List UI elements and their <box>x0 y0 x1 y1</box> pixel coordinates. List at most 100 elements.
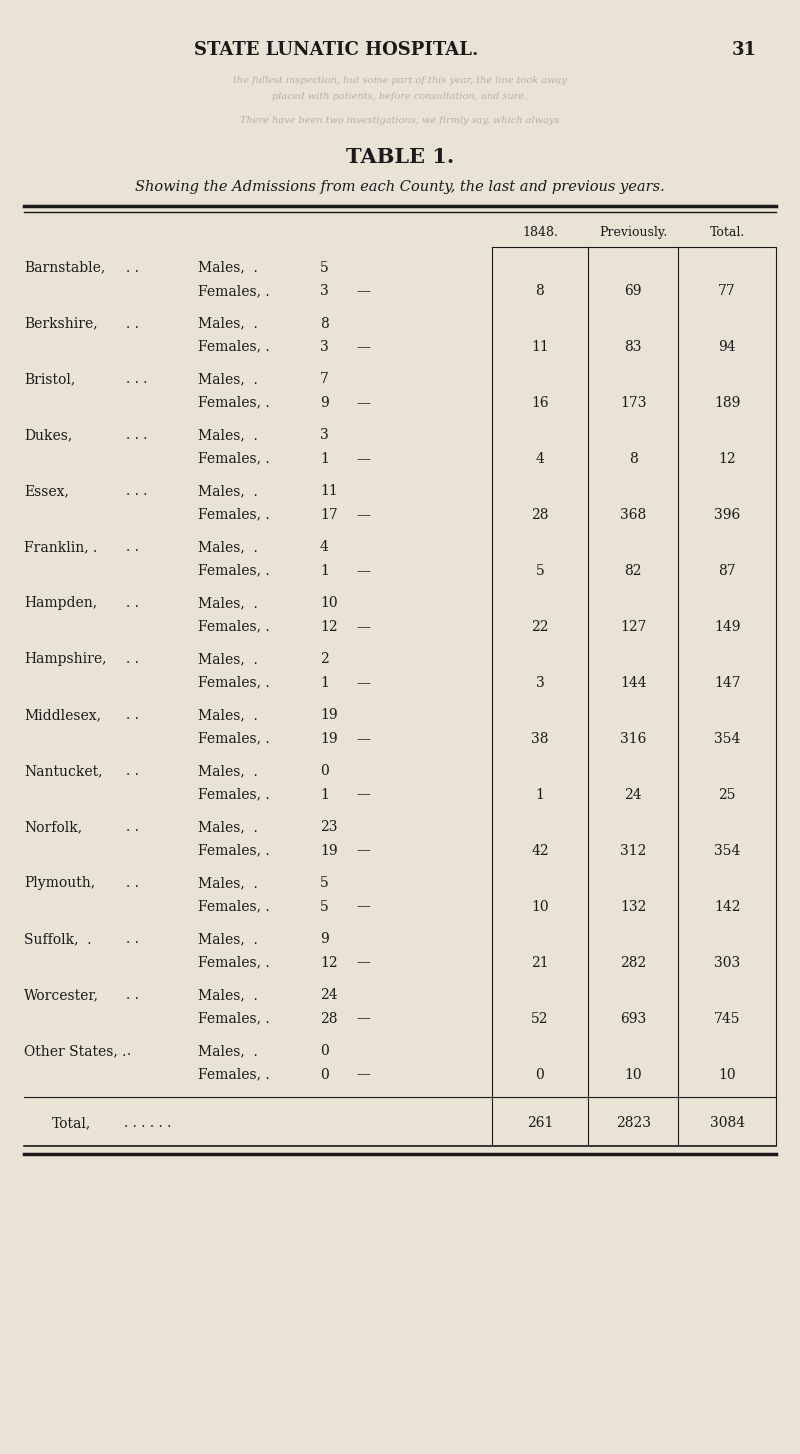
Text: . .: . . <box>126 596 139 611</box>
Text: Females, .: Females, . <box>198 955 270 970</box>
Text: 8: 8 <box>320 317 329 330</box>
Text: 10: 10 <box>320 596 338 611</box>
Text: . .: . . <box>126 989 139 1002</box>
Text: 3: 3 <box>320 284 329 298</box>
Text: Showing the Admissions from each County, the last and previous years.: Showing the Admissions from each County,… <box>135 180 665 195</box>
Text: . . .: . . . <box>126 372 148 387</box>
Text: 25: 25 <box>718 788 736 801</box>
Text: . .: . . <box>126 932 139 947</box>
Text: Hampden,: Hampden, <box>24 596 97 611</box>
Text: 2: 2 <box>320 653 329 666</box>
Text: Dukes,: Dukes, <box>24 429 72 442</box>
Text: Plymouth,: Plymouth, <box>24 877 95 890</box>
Text: 38: 38 <box>531 731 549 746</box>
Text: 3: 3 <box>320 429 329 442</box>
Text: STATE LUNATIC HOSPITAL.: STATE LUNATIC HOSPITAL. <box>194 41 478 58</box>
Text: 282: 282 <box>620 955 646 970</box>
Text: 147: 147 <box>714 676 741 689</box>
Text: . . .: . . . <box>126 429 148 442</box>
Text: 5: 5 <box>320 877 329 890</box>
Text: placed with patients, before consultation, and sure.: placed with patients, before consultatio… <box>272 92 528 100</box>
Text: 4: 4 <box>535 452 545 465</box>
Text: 10: 10 <box>531 900 549 913</box>
Text: 23: 23 <box>320 820 338 835</box>
Text: 396: 396 <box>714 507 740 522</box>
Text: 368: 368 <box>620 507 646 522</box>
Text: 4: 4 <box>320 541 329 554</box>
Text: Males,  .: Males, . <box>198 317 258 330</box>
Text: Bristol,: Bristol, <box>24 372 75 387</box>
Text: 31: 31 <box>731 41 757 58</box>
Text: 10: 10 <box>624 1067 642 1082</box>
Text: Males,  .: Males, . <box>198 877 258 890</box>
Text: 1: 1 <box>320 564 329 577</box>
Text: —: — <box>356 1012 370 1025</box>
Text: 12: 12 <box>320 955 338 970</box>
Text: Males,  .: Males, . <box>198 429 258 442</box>
Text: 142: 142 <box>714 900 741 913</box>
Text: 1: 1 <box>320 452 329 465</box>
Text: Worcester,: Worcester, <box>24 989 99 1002</box>
Text: 19: 19 <box>320 731 338 746</box>
Text: Berkshire,: Berkshire, <box>24 317 98 330</box>
Text: 745: 745 <box>714 1012 741 1025</box>
Text: 87: 87 <box>718 564 736 577</box>
Text: 7: 7 <box>320 372 329 387</box>
Text: —: — <box>356 619 370 634</box>
Text: 16: 16 <box>531 395 549 410</box>
Text: Males,  .: Males, . <box>198 541 258 554</box>
Text: 354: 354 <box>714 843 740 858</box>
Text: TABLE 1.: TABLE 1. <box>346 147 454 167</box>
Text: Females, .: Females, . <box>198 900 270 913</box>
Text: Females, .: Females, . <box>198 1067 270 1082</box>
Text: Franklin, .: Franklin, . <box>24 541 98 554</box>
Text: 77: 77 <box>718 284 736 298</box>
Text: . .: . . <box>126 877 139 890</box>
Text: 149: 149 <box>714 619 741 634</box>
Text: Essex,: Essex, <box>24 484 69 499</box>
Text: Males,  .: Males, . <box>198 596 258 611</box>
Text: 21: 21 <box>531 955 549 970</box>
Text: —: — <box>356 676 370 689</box>
Text: Suffolk,  .: Suffolk, . <box>24 932 91 947</box>
Text: the fullest inspection, but some part of this year, the line took away: the fullest inspection, but some part of… <box>233 76 567 84</box>
Text: 316: 316 <box>620 731 646 746</box>
Text: 5: 5 <box>536 564 544 577</box>
Text: 17: 17 <box>320 507 338 522</box>
Text: 12: 12 <box>718 452 736 465</box>
Text: 144: 144 <box>620 676 646 689</box>
Text: Barnstable,: Barnstable, <box>24 260 106 275</box>
Text: —: — <box>356 395 370 410</box>
Text: 8: 8 <box>629 452 638 465</box>
Text: 2823: 2823 <box>616 1117 650 1130</box>
Text: 8: 8 <box>536 284 544 298</box>
Text: . .: . . <box>126 317 139 330</box>
Text: 69: 69 <box>625 284 642 298</box>
Text: Previously.: Previously. <box>599 227 667 238</box>
Text: . .: . . <box>126 708 139 723</box>
Text: Females, .: Females, . <box>198 619 270 634</box>
Text: Females, .: Females, . <box>198 731 270 746</box>
Text: Males,  .: Males, . <box>198 989 258 1002</box>
Text: 94: 94 <box>718 340 736 353</box>
Text: 173: 173 <box>620 395 646 410</box>
Text: 1848.: 1848. <box>522 227 558 238</box>
Text: 28: 28 <box>320 1012 338 1025</box>
Text: 0: 0 <box>320 765 329 778</box>
Text: —: — <box>356 843 370 858</box>
Text: Hampshire,: Hampshire, <box>24 653 106 666</box>
Text: —: — <box>356 1067 370 1082</box>
Text: Total,: Total, <box>52 1117 91 1130</box>
Text: —: — <box>356 900 370 913</box>
Text: Females, .: Females, . <box>198 1012 270 1025</box>
Text: 3: 3 <box>536 676 544 689</box>
Text: 1: 1 <box>535 788 545 801</box>
Text: 52: 52 <box>531 1012 549 1025</box>
Text: 82: 82 <box>625 564 642 577</box>
Text: 11: 11 <box>531 340 549 353</box>
Text: 693: 693 <box>620 1012 646 1025</box>
Text: . .: . . <box>126 765 139 778</box>
Text: Females, .: Females, . <box>198 676 270 689</box>
Text: 22: 22 <box>531 619 549 634</box>
Text: 3: 3 <box>320 340 329 353</box>
